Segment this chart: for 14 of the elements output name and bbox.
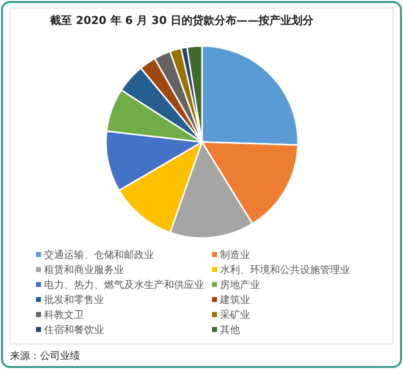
legend-label: 住宿和餐饮业 — [44, 324, 104, 336]
source-note: 来源：公司业绩 — [10, 350, 80, 362]
legend-label: 租赁和商业服务业 — [44, 264, 124, 276]
legend-label: 其他 — [220, 324, 240, 336]
legend-label: 电力、热力、燃气及水生产和供应业 — [44, 279, 204, 291]
legend-label: 交通运输、仓储和邮政业 — [44, 249, 154, 261]
legend-label: 房地产业 — [220, 279, 260, 291]
legend-label: 水利、环境和公共设施管理业 — [220, 264, 350, 276]
legend-label: 建筑业 — [219, 294, 250, 306]
legend-label: 批发和零售业 — [44, 294, 104, 306]
legend-label: 科教文卫 — [44, 309, 84, 321]
legend-label: 制造业 — [220, 249, 250, 261]
chart-title: 截至 2020 年 6 月 30 日的贷款分布——按产业划分 — [49, 14, 315, 27]
legend-label: 采矿业 — [220, 309, 250, 321]
